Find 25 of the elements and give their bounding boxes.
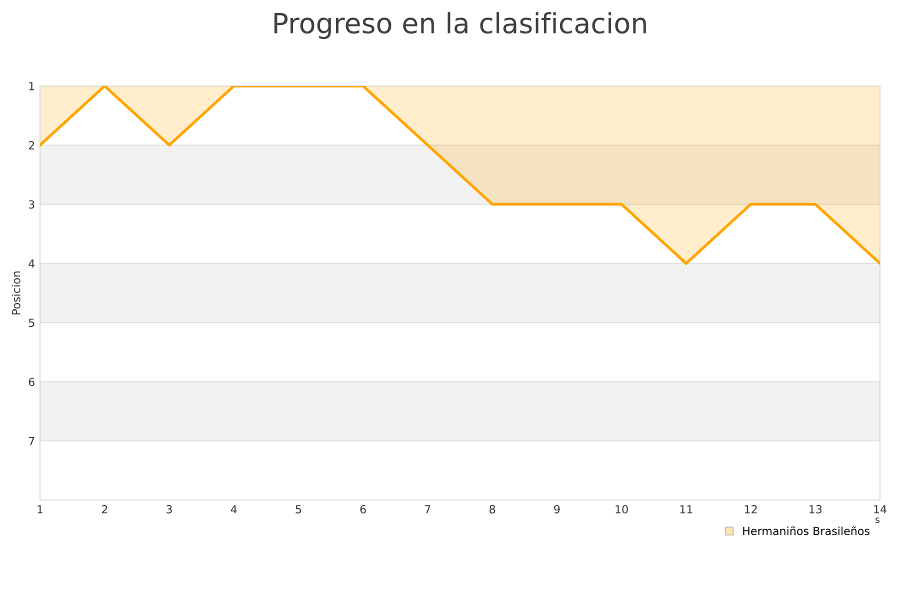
y-tick-label: 7 xyxy=(28,436,34,446)
x-tick-label: 5 xyxy=(296,505,302,514)
x-tick-label: 14 xyxy=(874,505,886,514)
x-tick-label: 1 xyxy=(38,505,43,514)
x-axis-title: s xyxy=(875,518,880,524)
y-axis-title: Posicion xyxy=(12,271,20,314)
x-tick-label: 9 xyxy=(554,505,560,514)
x-tick-label: 13 xyxy=(810,505,822,514)
x-tick-label: 7 xyxy=(425,505,430,514)
y-tick-label: 1 xyxy=(29,82,34,90)
x-tick-label: 8 xyxy=(490,505,496,514)
y-tick-label: 6 xyxy=(28,378,34,386)
x-tick-label: 10 xyxy=(616,505,628,514)
chart-title: Progreso en la clasificacion xyxy=(274,12,646,39)
x-tick-label: 6 xyxy=(360,505,366,514)
y-tick-label: 5 xyxy=(28,318,34,327)
x-tick-label: 11 xyxy=(680,505,692,514)
x-tick-label: 12 xyxy=(744,505,757,514)
x-tick-label: 2 xyxy=(102,505,108,514)
y-tick-label: 3 xyxy=(28,200,34,209)
x-tick-label: 4 xyxy=(230,505,237,514)
x-tick-label: 3 xyxy=(166,505,172,514)
legend-label: Hermaniños Brasileños xyxy=(743,526,870,536)
y-tick-label: 2 xyxy=(28,141,34,150)
y-tick-label: 4 xyxy=(28,260,35,268)
